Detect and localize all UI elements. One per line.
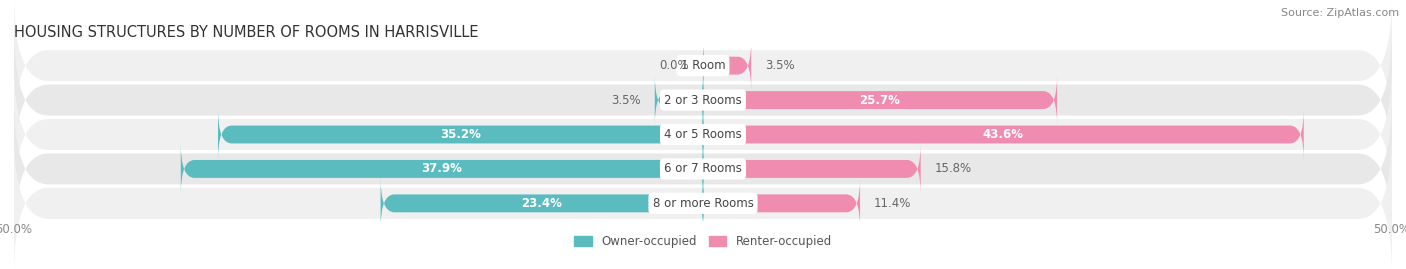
- Text: 1 Room: 1 Room: [681, 59, 725, 72]
- Text: 23.4%: 23.4%: [522, 197, 562, 210]
- FancyBboxPatch shape: [14, 64, 1392, 205]
- Text: 43.6%: 43.6%: [983, 128, 1024, 141]
- Text: 37.9%: 37.9%: [422, 162, 463, 175]
- Text: 3.5%: 3.5%: [765, 59, 794, 72]
- FancyBboxPatch shape: [14, 133, 1392, 269]
- Text: 11.4%: 11.4%: [875, 197, 911, 210]
- FancyBboxPatch shape: [218, 109, 703, 160]
- Text: HOUSING STRUCTURES BY NUMBER OF ROOMS IN HARRISVILLE: HOUSING STRUCTURES BY NUMBER OF ROOMS IN…: [14, 25, 478, 40]
- Text: 6 or 7 Rooms: 6 or 7 Rooms: [664, 162, 742, 175]
- Text: 35.2%: 35.2%: [440, 128, 481, 141]
- FancyBboxPatch shape: [14, 30, 1392, 171]
- Text: 3.5%: 3.5%: [612, 94, 641, 107]
- FancyBboxPatch shape: [655, 75, 703, 126]
- Text: Source: ZipAtlas.com: Source: ZipAtlas.com: [1281, 8, 1399, 18]
- Text: 8 or more Rooms: 8 or more Rooms: [652, 197, 754, 210]
- Text: 4 or 5 Rooms: 4 or 5 Rooms: [664, 128, 742, 141]
- FancyBboxPatch shape: [14, 0, 1392, 136]
- FancyBboxPatch shape: [703, 178, 860, 229]
- Text: 2 or 3 Rooms: 2 or 3 Rooms: [664, 94, 742, 107]
- FancyBboxPatch shape: [181, 143, 703, 194]
- Text: 25.7%: 25.7%: [859, 94, 900, 107]
- Text: 0.0%: 0.0%: [659, 59, 689, 72]
- Legend: Owner-occupied, Renter-occupied: Owner-occupied, Renter-occupied: [569, 230, 837, 253]
- FancyBboxPatch shape: [703, 143, 921, 194]
- FancyBboxPatch shape: [703, 109, 1303, 160]
- FancyBboxPatch shape: [703, 40, 751, 91]
- Text: 15.8%: 15.8%: [935, 162, 972, 175]
- FancyBboxPatch shape: [14, 98, 1392, 239]
- FancyBboxPatch shape: [381, 178, 703, 229]
- FancyBboxPatch shape: [703, 75, 1057, 126]
